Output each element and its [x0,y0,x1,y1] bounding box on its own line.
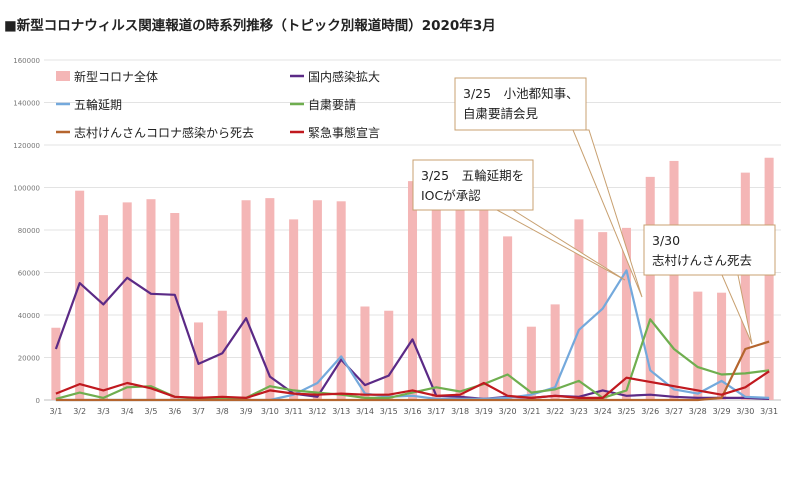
x-tick-label: 3/23 [570,407,588,416]
callout-box [412,159,534,211]
y-tick-label: 80000 [18,227,40,235]
legend-label: 新型コロナ全体 [74,69,158,84]
x-tick-label: 3/4 [121,407,134,416]
legend-label: 自粛要請 [308,98,356,112]
y-axis-ticks: 0 20000 40000 60000 80000 100000 120000 140000 1… [13,57,40,405]
bar [51,327,61,400]
bar [479,206,489,400]
x-tick-label: 3/31 [760,407,778,416]
bar [740,172,750,400]
callout-text: 志村けんさん死去 [652,253,752,268]
y-tick-label: 100000 [13,185,40,193]
bar [717,292,727,400]
callout-text: 3/25 五輪延期を [421,168,524,183]
callout-text: 3/25 小池都知事、 [463,86,579,101]
x-tick-label: 3/5 [145,407,158,416]
x-tick-label: 3/16 [404,407,422,416]
x-tick-label: 3/26 [641,407,659,416]
bar [384,310,394,400]
x-tick-label: 3/7 [192,407,205,416]
callout-box [454,77,587,131]
bar [407,181,418,400]
bar [550,304,560,400]
y-tick-label: 120000 [13,142,40,150]
callout-text: IOCが承認 [421,188,481,203]
x-tick-label: 3/21 [522,407,540,416]
bar [574,219,584,400]
bar [336,201,346,400]
x-tick-label: 3/6 [168,407,181,416]
bar [621,227,631,400]
x-axis-ticks: 3/1 3/2 3/3 3/4 3/5 3/6 3/7 3/8 3/9 3/10 3/11 3/12 3… [49,407,778,416]
bar [526,326,536,400]
x-tick-label: 3/27 [665,407,683,416]
y-tick-label: 0 [36,397,40,405]
series-line [54,276,770,400]
x-tick-label: 3/20 [499,407,517,416]
bar [431,198,441,400]
chart-title: ■新型コロナウィルス関連報道の時系列推移（トピック別報道時間）2020年3月 [4,17,496,34]
x-tick-label: 3/14 [356,407,374,416]
x-tick-label: 3/10 [261,407,279,416]
bar [217,310,227,400]
bar [598,232,608,400]
callout-text: 3/30 [652,233,680,248]
annotations: 3/25 小池都知事、自粛要請会見 3/25 五輪延期を IOCが承認 3/30 志村け… [412,77,776,345]
legend-swatch [56,71,70,81]
x-tick-label: 3/17 [427,407,445,416]
legend-label: 五輪延期 [74,97,122,112]
x-tick-label: 3/18 [451,407,469,416]
bar [122,202,132,400]
bar [289,219,299,400]
bar [455,205,465,400]
y-tick-label: 140000 [13,100,40,108]
bar [170,213,180,400]
x-tick-label: 3/12 [308,407,326,416]
legend-label: 志村けんさんコロナ感染から死去 [74,125,254,140]
callout-box [643,224,776,276]
x-tick-label: 3/11 [285,407,303,416]
x-tick-label: 3/25 [617,407,635,416]
x-tick-label: 3/15 [380,407,398,416]
callout-text: 自粛要請会見 [463,106,539,121]
bar [98,215,108,400]
series-line [55,340,770,402]
legend-label: 緊急事態宣言 [308,125,380,140]
x-tick-label: 3/2 [73,407,86,416]
x-tick-label: 3/1 [49,407,62,416]
x-tick-label: 3/24 [594,407,612,416]
y-tick-label: 160000 [13,57,40,65]
bar [693,291,703,400]
bar [503,236,513,400]
bar [669,160,679,400]
line-series [54,269,770,402]
x-tick-label: 3/22 [546,407,564,416]
bar [312,200,322,400]
x-tick-label: 3/9 [240,407,253,416]
bar [645,176,655,400]
x-tick-label: 3/13 [332,407,350,416]
legend-label: 国内感染拡大 [308,69,380,84]
bar [146,199,156,400]
bar [75,190,85,400]
x-tick-label: 3/29 [713,407,731,416]
y-tick-label: 40000 [18,312,40,320]
y-tick-label: 60000 [18,270,40,278]
bar [764,157,774,400]
bar [265,198,275,400]
x-tick-label: 3/8 [216,407,229,416]
bar [241,200,251,400]
x-tick-label: 3/19 [475,407,493,416]
y-tick-label: 20000 [18,355,40,363]
series-line [55,370,770,399]
x-tick-label: 3/28 [689,407,707,416]
x-tick-label: 3/30 [736,407,754,416]
bar [360,306,370,400]
x-tick-label: 3/3 [97,407,110,416]
